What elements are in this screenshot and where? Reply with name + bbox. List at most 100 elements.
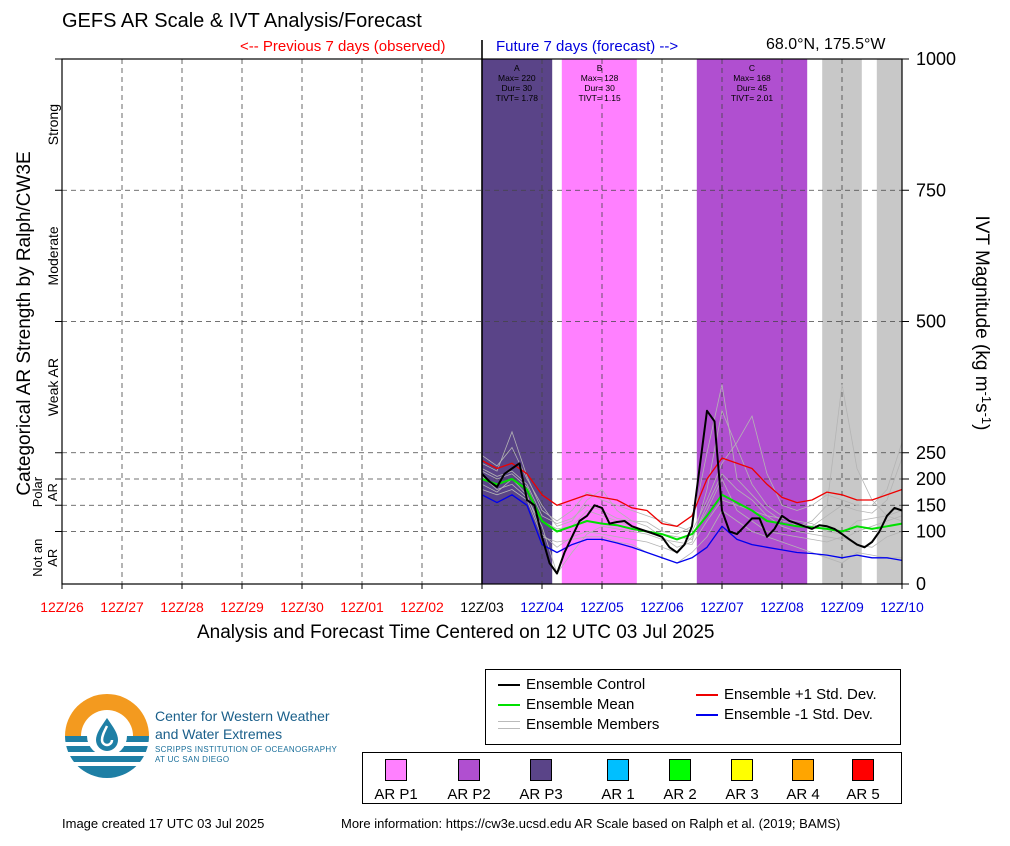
legend-label-minus-std: Ensemble -1 Std. Dev. <box>724 706 873 723</box>
legend-item-control: Ensemble Control <box>498 676 645 693</box>
y-tick-label: 200 <box>916 469 946 489</box>
series-line <box>481 494 903 564</box>
ar-event-text: Max= 128 <box>581 73 619 83</box>
category-label: AR 3 <box>725 786 759 803</box>
ar-event-text: Max= 168 <box>733 73 771 83</box>
image-created-timestamp: Image created 17 UTC 03 Jul 2025 <box>62 816 265 831</box>
x-tick-label: 12Z/03 <box>460 599 504 615</box>
ar-band <box>561 59 637 584</box>
category-label: Not an <box>30 539 45 577</box>
category-label: Weak AR <box>45 358 61 416</box>
x-axis-label: Analysis and Forecast Time Centered on 1… <box>197 622 715 643</box>
x-tick-label: 12Z/27 <box>100 599 144 615</box>
y-axis-label-right-part: IVT Magnitude (kg m <box>971 216 992 392</box>
organization-affiliation-line1: SCRIPPS INSTITUTION OF OCEANOGRAPHY <box>155 745 338 754</box>
legend-swatch-plus-std <box>696 693 718 696</box>
y-tick-label: 100 <box>916 522 946 542</box>
legend-swatch-control <box>498 683 520 686</box>
ar-band <box>696 59 808 584</box>
category-ar-4: AR 4 <box>773 759 833 803</box>
x-tick-label: 12Z/08 <box>760 599 804 615</box>
y-axis-label-right-part: -1 <box>979 392 994 404</box>
legend-swatch-members <box>498 720 520 729</box>
legend-label-plus-std: Ensemble +1 Std. Dev. <box>724 686 877 703</box>
previous-period-label: <-- Previous 7 days (observed) <box>240 38 446 55</box>
category-swatch <box>852 759 874 781</box>
category-swatch <box>530 759 552 781</box>
category-ar-p2: AR P2 <box>439 759 499 803</box>
x-tick-label: 12Z/04 <box>520 599 564 615</box>
category-swatch <box>607 759 629 781</box>
x-tick-label: 12Z/09 <box>820 599 864 615</box>
x-tick-label: 12Z/07 <box>700 599 744 615</box>
y-tick-label: 750 <box>916 180 946 200</box>
legend-item-members: Ensemble Members <box>498 716 659 733</box>
category-swatch <box>731 759 753 781</box>
series-legend: Ensemble Control Ensemble Mean Ensemble … <box>485 669 901 745</box>
ar-event-text: Max= 220 <box>498 73 536 83</box>
y-tick-label: 250 <box>916 443 946 463</box>
ar-event-text: C <box>749 63 755 73</box>
legend-label-members: Ensemble Members <box>526 716 660 733</box>
ar-event-text: Dur= 30 <box>584 83 615 93</box>
y-axis-label-right-part: ) <box>971 424 992 430</box>
grid-lines <box>62 59 902 584</box>
legend-label-control: Ensemble Control <box>526 676 646 693</box>
category-label: AR <box>45 483 60 501</box>
legend-item-plus-std: Ensemble +1 Std. Dev. <box>696 686 877 703</box>
ar-event-text: B <box>597 63 603 73</box>
x-tick-label: 12Z/05 <box>580 599 624 615</box>
ar-event-text: TIVT= 1.15 <box>578 93 621 103</box>
y-axis-label-left: Categorical AR Strength by Ralph/CW3E <box>14 151 35 495</box>
category-swatch <box>669 759 691 781</box>
category-ar-2: AR 2 <box>650 759 710 803</box>
x-tick-label: 12Z/28 <box>160 599 204 615</box>
organization-name: Center for Western Weather and Water Ext… <box>155 707 330 743</box>
ensemble-member-line <box>481 489 902 564</box>
ensemble-member-line <box>481 476 903 575</box>
x-tick-label: 12Z/29 <box>220 599 264 615</box>
more-information-link[interactable]: More information: https://cw3e.ucsd.edu … <box>341 816 841 831</box>
y-tick-label: 1000 <box>916 49 956 69</box>
x-tick-label: 12Z/06 <box>640 599 684 615</box>
category-swatch <box>792 759 814 781</box>
ensemble-member-line <box>481 470 903 540</box>
legend-item-minus-std: Ensemble -1 Std. Dev. <box>696 706 873 723</box>
ensemble-lines <box>481 409 903 575</box>
series-line <box>481 478 903 541</box>
organization-affiliation-line2: AT UC SAN DIEGO <box>155 755 230 764</box>
ar-category-legend: AR P1 AR P2 AR P3 AR 1 AR 2 AR 3 AR 4 AR… <box>362 752 902 804</box>
x-tick-label: 12Z/30 <box>280 599 324 615</box>
chart-title: GEFS AR Scale & IVT Analysis/Forecast <box>62 10 422 32</box>
category-ar-5: AR 5 <box>833 759 893 803</box>
category-swatch <box>458 759 480 781</box>
ensemble-member-line <box>481 414 903 532</box>
ar-event-text: Dur= 30 <box>502 83 533 93</box>
x-tick-label: 12Z/02 <box>400 599 444 615</box>
ar-event-text: A <box>514 63 520 73</box>
x-tick-label: 12Z/10 <box>880 599 924 615</box>
organization-name-line1: Center for Western Weather <box>155 708 330 724</box>
legend-label-mean: Ensemble Mean <box>526 696 635 713</box>
future-period-label: Future 7 days (forecast) --> <box>496 38 679 55</box>
category-ar-3: AR 3 <box>712 759 772 803</box>
y-axis-label-right-part: -1 <box>979 413 994 425</box>
ar-event-text: TIVT= 2.01 <box>731 93 774 103</box>
cw3e-logo <box>65 694 149 778</box>
category-label: Moderate <box>45 226 61 285</box>
category-label: AR P3 <box>519 786 563 803</box>
series-line <box>481 409 903 575</box>
y-axis-label-right: IVT Magnitude (kg m-1s-1) <box>971 216 994 431</box>
x-tick-label: 12Z/01 <box>340 599 384 615</box>
ensemble-member-line <box>481 478 903 553</box>
category-label: AR 2 <box>663 786 697 803</box>
category-swatch <box>385 759 407 781</box>
axis-ticks: 12Z/26 12Z/27 12Z/28 12Z/29 12Z/30 12Z/01 12Z/… <box>40 49 956 615</box>
y-tick-label: 0 <box>916 574 926 594</box>
ar-event-text: TIVT= 1.78 <box>496 93 539 103</box>
ensemble-members <box>481 384 903 575</box>
category-label: AR <box>45 549 60 567</box>
